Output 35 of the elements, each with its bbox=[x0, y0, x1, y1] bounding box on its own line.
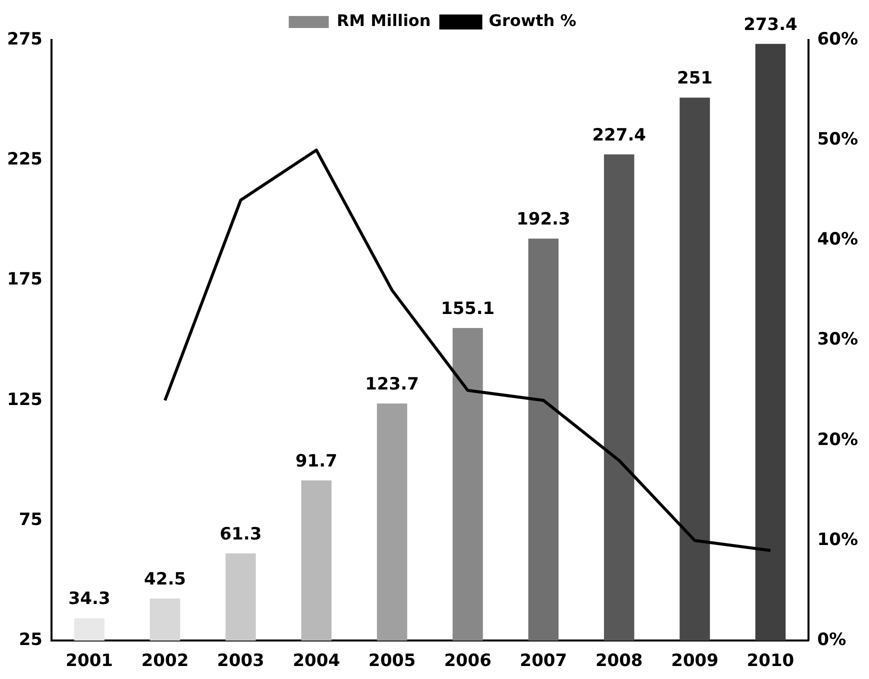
x-tick-label: 2009 bbox=[671, 651, 718, 672]
y-tick-label: 275 bbox=[6, 29, 42, 50]
x-tick-label: 2007 bbox=[520, 651, 568, 672]
data-label: 123.7 bbox=[365, 374, 419, 394]
data-label: 273.4 bbox=[744, 14, 798, 35]
y2-tick-label: 0% bbox=[817, 630, 846, 650]
data-label: 227.4 bbox=[592, 125, 646, 146]
data-label: 61.3 bbox=[220, 524, 262, 544]
y-tick-label: 175 bbox=[6, 270, 42, 290]
y-tick-label: 225 bbox=[6, 150, 42, 170]
y-tick-label: 25 bbox=[18, 630, 42, 650]
legend-label: RM Million bbox=[336, 11, 431, 30]
y2-tick-label: 50% bbox=[817, 130, 858, 150]
y-tick-label: 75 bbox=[18, 510, 42, 530]
data-label: 42.5 bbox=[144, 569, 186, 590]
data-label: 155.1 bbox=[440, 298, 495, 319]
y2-tick-label: 40% bbox=[817, 230, 858, 250]
x-tick-label: 2010 bbox=[746, 651, 794, 672]
y2-tick-label: 20% bbox=[817, 430, 858, 450]
y2-tick-label: 60% bbox=[817, 29, 858, 50]
x-tick-label: 2008 bbox=[595, 651, 643, 672]
y2-tick-label: 30% bbox=[817, 330, 858, 350]
y-tick-label: 125 bbox=[6, 390, 42, 410]
x-tick-label: 2001 bbox=[66, 651, 113, 672]
data-label: 91.7 bbox=[295, 451, 338, 472]
x-tick-label: 2004 bbox=[292, 651, 340, 672]
x-tick-label: 2003 bbox=[217, 651, 264, 672]
data-label: 251 bbox=[677, 68, 713, 89]
x-tick-label: 2002 bbox=[141, 651, 189, 672]
data-label: 34.3 bbox=[68, 589, 110, 610]
y2-tick-label: 10% bbox=[817, 530, 858, 550]
data-label: 192.3 bbox=[516, 210, 570, 230]
legend-label: Growth % bbox=[488, 11, 576, 30]
x-tick-label: 2005 bbox=[368, 651, 416, 672]
x-tick-label: 2006 bbox=[444, 651, 492, 672]
